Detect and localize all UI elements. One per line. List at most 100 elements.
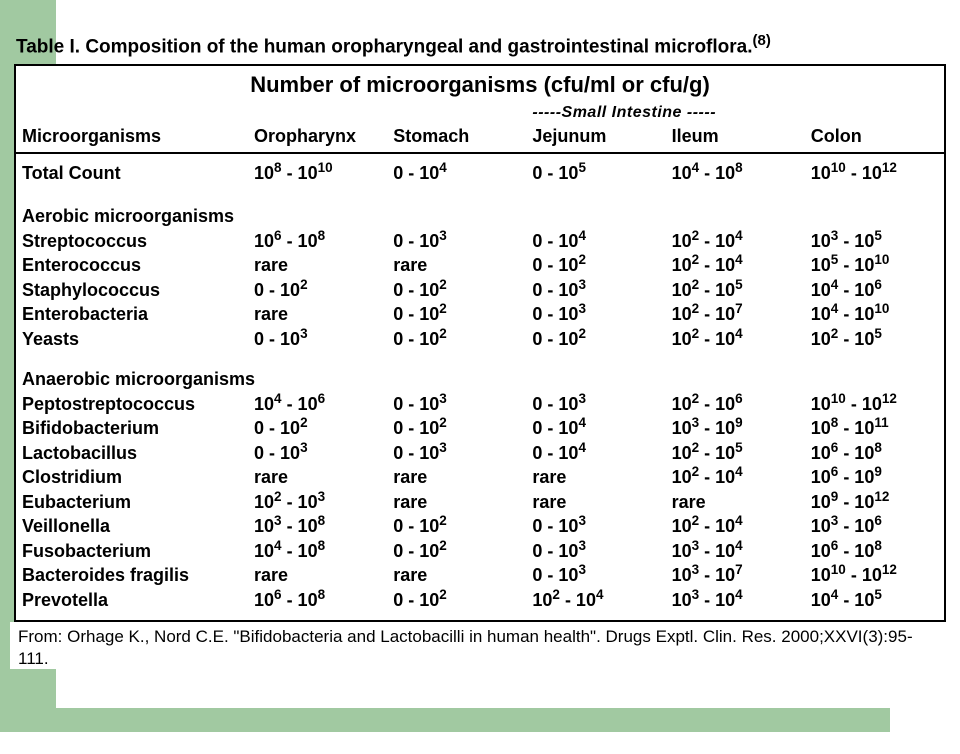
count-cell: 103 - 105 [805, 229, 944, 254]
count-cell: rare [666, 490, 805, 515]
count-cell: 0 - 102 [387, 416, 526, 441]
count-cell: 103 - 104 [666, 539, 805, 564]
count-cell: 102 - 104 [666, 327, 805, 352]
count-cell: 106 - 108 [805, 539, 944, 564]
count-cell: 102 - 104 [666, 229, 805, 254]
count-cell: rare [248, 563, 387, 588]
count-cell: rare [526, 490, 665, 515]
count-cell: rare [387, 253, 526, 278]
count-cell: 0 - 103 [387, 392, 526, 417]
table-row: Lactobacillus0 - 1030 - 1030 - 104102 - … [16, 441, 944, 466]
count-cell: 0 - 103 [248, 441, 387, 466]
table-row: Enterococcusrarerare0 - 102102 - 104105 … [16, 253, 944, 278]
organism-name: Streptococcus [16, 229, 248, 254]
count-cell: 0 - 102 [387, 588, 526, 613]
count-cell: rare [387, 465, 526, 490]
count-cell: rare [248, 253, 387, 278]
count-cell: 104 - 1010 [805, 302, 944, 327]
count-cell: 0 - 103 [526, 302, 665, 327]
table-row: Streptococcus106 - 1080 - 1030 - 104102 … [16, 229, 944, 254]
microflora-table: -----Small Intestine -----Microorganisms… [16, 102, 944, 612]
column-header: Oropharynx [248, 124, 387, 153]
count-cell: 106 - 108 [248, 588, 387, 613]
count-cell: 0 - 105 [526, 153, 665, 189]
count-cell: 0 - 103 [526, 539, 665, 564]
title-citation: (8) [753, 32, 771, 49]
total-count-row: Total Count108 - 10100 - 1040 - 105104 -… [16, 153, 944, 189]
count-cell: 102 - 104 [666, 253, 805, 278]
count-cell: 0 - 102 [248, 278, 387, 303]
count-cell: 102 - 105 [666, 441, 805, 466]
section-heading-row: Anaerobic microorganisms [16, 367, 944, 392]
organism-name: Peptostreptococcus [16, 392, 248, 417]
table-row: Bifidobacterium0 - 1020 - 1020 - 104103 … [16, 416, 944, 441]
column-header: Colon [805, 124, 944, 153]
count-cell: 102 - 104 [526, 588, 665, 613]
column-header: Ileum [666, 124, 805, 153]
organism-name: Bifidobacterium [16, 416, 248, 441]
count-cell: 102 - 103 [248, 490, 387, 515]
count-cell: 106 - 109 [805, 465, 944, 490]
table-row: Eubacterium102 - 103rarerarerare109 - 10… [16, 490, 944, 515]
section-heading-row: Aerobic microorganisms [16, 204, 944, 229]
count-cell: 0 - 103 [387, 229, 526, 254]
count-cell: 0 - 102 [526, 253, 665, 278]
count-cell: 102 - 106 [666, 392, 805, 417]
count-cell: 1010 - 1012 [805, 153, 944, 189]
table-row: Peptostreptococcus104 - 1060 - 1030 - 10… [16, 392, 944, 417]
organism-name: Bacteroides fragilis [16, 563, 248, 588]
count-cell: 108 - 1010 [248, 153, 387, 189]
organism-name: Clostridium [16, 465, 248, 490]
small-intestine-label-row: -----Small Intestine ----- [16, 102, 944, 124]
count-cell: 0 - 103 [526, 392, 665, 417]
count-cell: 106 - 108 [805, 441, 944, 466]
section-heading: Aerobic microorganisms [16, 204, 944, 229]
count-cell: 102 - 105 [805, 327, 944, 352]
count-cell: 0 - 102 [387, 302, 526, 327]
organism-name: Staphylococcus [16, 278, 248, 303]
count-cell: 104 - 106 [805, 278, 944, 303]
table-row: Staphylococcus0 - 1020 - 1020 - 103102 -… [16, 278, 944, 303]
count-cell: 103 - 107 [666, 563, 805, 588]
count-cell: 104 - 108 [248, 539, 387, 564]
table-row: Prevotella106 - 1080 - 102102 - 104103 -… [16, 588, 944, 613]
table-title: Table I. Composition of the human oropha… [10, 30, 950, 64]
table-row: Yeasts0 - 1030 - 1020 - 102102 - 104102 … [16, 327, 944, 352]
organism-name: Enterococcus [16, 253, 248, 278]
table-container: Table I. Composition of the human oropha… [10, 30, 950, 669]
organism-name: Fusobacterium [16, 539, 248, 564]
count-cell: 0 - 103 [248, 327, 387, 352]
count-cell: 1010 - 1012 [805, 392, 944, 417]
count-cell: 104 - 108 [666, 153, 805, 189]
count-cell: 103 - 106 [805, 514, 944, 539]
organism-name: Yeasts [16, 327, 248, 352]
count-cell: 0 - 104 [526, 229, 665, 254]
count-cell: 103 - 104 [666, 588, 805, 613]
organism-name: Lactobacillus [16, 441, 248, 466]
count-cell: 0 - 103 [526, 278, 665, 303]
table-row: Enterobacteriarare0 - 1020 - 103102 - 10… [16, 302, 944, 327]
count-cell: 104 - 106 [248, 392, 387, 417]
count-cell: 0 - 104 [526, 416, 665, 441]
organism-name: Enterobacteria [16, 302, 248, 327]
table-border-box: Number of microorganisms (cfu/ml or cfu/… [14, 64, 946, 622]
source-citation: From: Orhage K., Nord C.E. "Bifidobacter… [10, 622, 950, 669]
table-row: Bacteroides fragilisrarerare0 - 103103 -… [16, 563, 944, 588]
count-cell: 0 - 103 [387, 441, 526, 466]
organism-name: Prevotella [16, 588, 248, 613]
count-cell: 0 - 102 [387, 278, 526, 303]
count-cell: rare [248, 302, 387, 327]
count-cell: 1010 - 1012 [805, 563, 944, 588]
count-cell: 105 - 1010 [805, 253, 944, 278]
count-cell: 104 - 105 [805, 588, 944, 613]
table-row: Fusobacterium104 - 1080 - 1020 - 103103 … [16, 539, 944, 564]
table-super-header: Number of microorganisms (cfu/ml or cfu/… [16, 70, 944, 102]
count-cell: 0 - 103 [526, 514, 665, 539]
count-cell: rare [248, 465, 387, 490]
decorative-bottom-bar [0, 708, 890, 732]
count-cell: 0 - 102 [526, 327, 665, 352]
count-cell: 102 - 105 [666, 278, 805, 303]
section-heading: Anaerobic microorganisms [16, 367, 944, 392]
count-cell: 102 - 104 [666, 514, 805, 539]
count-cell: 109 - 1012 [805, 490, 944, 515]
